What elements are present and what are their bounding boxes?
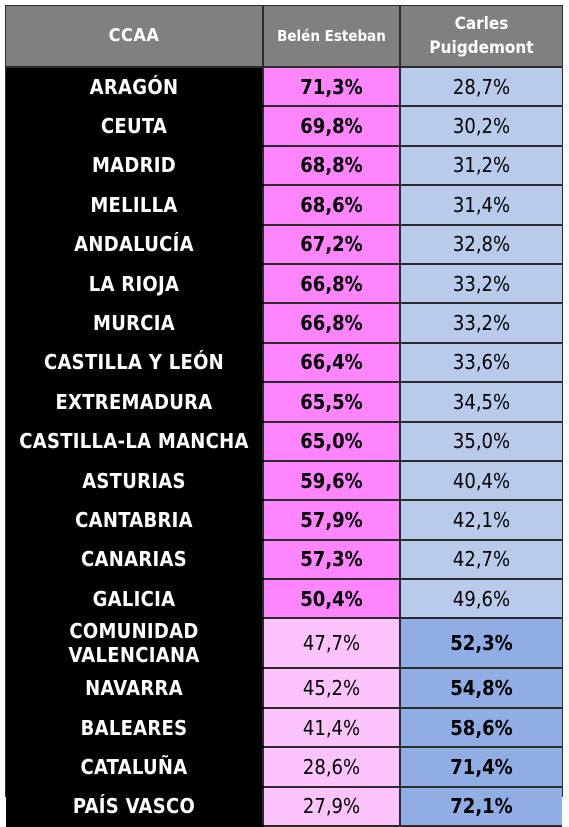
header-carles-text: Carles Puigdemont — [429, 14, 534, 58]
region-cell: PAÍS VASCO — [6, 786, 264, 827]
region-cell: MELILLA — [6, 185, 264, 226]
belen-esteban-cell: 66,4% — [263, 342, 401, 384]
header-carles-puigdemont: Carles Puigdemont — [400, 6, 562, 68]
carles-puigdemont-cell: 31,2% — [400, 145, 562, 187]
table-row: MADRID 68,8% 31,2% — [6, 145, 562, 187]
carles-puigdemont-cell: 33,6% — [400, 342, 562, 384]
belen-esteban-cell: 41,4% — [263, 707, 401, 749]
region-cell: CATALUÑA — [6, 747, 264, 788]
belen-esteban-cell: 68,6% — [263, 185, 401, 226]
carles-puigdemont-cell: 42,1% — [400, 500, 562, 541]
table-row: CEUTA 69,8% 30,2% — [6, 106, 562, 147]
region-cell: MADRID — [6, 145, 264, 187]
carles-puigdemont-cell: 34,5% — [400, 382, 562, 423]
region-cell: CASTILLA-LA MANCHA — [6, 421, 264, 462]
region-cell: NAVARRA — [6, 668, 264, 709]
belen-esteban-cell: 57,3% — [263, 539, 401, 581]
table-row: CATALUÑA 28,6% 71,4% — [6, 747, 562, 788]
region-cell: GALICIA — [6, 579, 264, 620]
region-cell: CANARIAS — [6, 539, 264, 581]
carles-puigdemont-cell: 32,8% — [400, 224, 562, 265]
table-row: MURCIA 66,8% 33,2% — [6, 303, 562, 344]
table-row: ARAGÓN 71,3% 28,7% — [6, 67, 562, 108]
region-cell: EXTREMADURA — [6, 382, 264, 423]
carles-puigdemont-cell: 49,6% — [400, 579, 562, 620]
belen-esteban-cell: 27,9% — [263, 786, 401, 827]
carles-puigdemont-cell: 33,2% — [400, 263, 562, 305]
region-cell: CEUTA — [6, 106, 264, 147]
table-header: CCAA Belén Esteban Carles Puigdemont — [6, 6, 562, 68]
table-row: LA RIOJA 66,8% 33,2% — [6, 263, 562, 305]
belen-esteban-cell: 66,8% — [263, 263, 401, 305]
region-cell: ARAGÓN — [6, 67, 264, 108]
region-cell: COMUNIDAD VALENCIANA — [6, 618, 264, 670]
table-row: MELILLA 68,6% 31,4% — [6, 185, 562, 226]
table-row: CASTILLA-LA MANCHA 65,0% 35,0% — [6, 421, 562, 462]
belen-esteban-cell: 71,3% — [263, 67, 401, 108]
carles-puigdemont-cell: 54,8% — [400, 668, 562, 709]
carles-puigdemont-cell: 30,2% — [400, 106, 562, 147]
belen-esteban-cell: 28,6% — [263, 747, 401, 788]
table-row: ANDALUCÍA 67,2% 32,8% — [6, 224, 562, 265]
table-row: EXTREMADURA 65,5% 34,5% — [6, 382, 562, 423]
region-cell: BALEARES — [6, 707, 264, 749]
belen-esteban-cell: 65,5% — [263, 382, 401, 423]
carles-puigdemont-cell: 52,3% — [400, 618, 562, 670]
carles-puigdemont-cell: 35,0% — [400, 421, 562, 462]
carles-puigdemont-cell: 71,4% — [400, 747, 562, 788]
table-row: COMUNIDAD VALENCIANA 47,7% 52,3% — [6, 618, 562, 670]
carles-puigdemont-cell: 42,7% — [400, 539, 562, 581]
results-table-container: CCAA Belén Esteban Carles Puigdemont ARA… — [5, 5, 563, 827]
table-row: CASTILLA Y LEÓN 66,4% 33,6% — [6, 342, 562, 384]
belen-esteban-cell: 69,8% — [263, 106, 401, 147]
table-row: NAVARRA 45,2% 54,8% — [6, 668, 562, 709]
carles-puigdemont-cell: 72,1% — [400, 786, 562, 827]
region-cell: ASTURIAS — [6, 460, 264, 502]
belen-esteban-cell: 66,8% — [263, 303, 401, 344]
belen-esteban-cell: 45,2% — [263, 668, 401, 709]
carles-puigdemont-cell: 40,4% — [400, 460, 562, 502]
carles-puigdemont-cell: 58,6% — [400, 707, 562, 749]
carles-puigdemont-cell: 33,2% — [400, 303, 562, 344]
header-ccaa: CCAA — [6, 6, 264, 68]
carles-puigdemont-cell: 31,4% — [400, 185, 562, 226]
belen-esteban-cell: 68,8% — [263, 145, 401, 187]
table-row: PAÍS VASCO 27,9% 72,1% — [6, 786, 562, 827]
belen-esteban-cell: 65,0% — [263, 421, 401, 462]
table-body: ARAGÓN 71,3% 28,7% CEUTA 69,8% 30,2% MADRID 68,… — [6, 67, 562, 827]
region-cell: LA RIOJA — [6, 263, 264, 305]
header-belen-esteban: Belén Esteban — [263, 6, 401, 68]
table-row: CANARIAS 57,3% 42,7% — [6, 539, 562, 581]
region-cell: CANTABRIA — [6, 500, 264, 541]
table-row: ASTURIAS 59,6% 40,4% — [6, 460, 562, 502]
table-row: GALICIA 50,4% 49,6% — [6, 579, 562, 620]
header-row: CCAA Belén Esteban Carles Puigdemont — [6, 6, 562, 68]
belen-esteban-cell: 59,6% — [263, 460, 401, 502]
belen-esteban-cell: 67,2% — [263, 224, 401, 265]
belen-esteban-cell: 50,4% — [263, 579, 401, 620]
region-cell: MURCIA — [6, 303, 264, 344]
belen-esteban-cell: 47,7% — [263, 618, 401, 670]
results-table: CCAA Belén Esteban Carles Puigdemont ARA… — [6, 6, 562, 827]
region-cell: CASTILLA Y LEÓN — [6, 342, 264, 384]
carles-puigdemont-cell: 28,7% — [400, 67, 562, 108]
table-row: BALEARES 41,4% 58,6% — [6, 707, 562, 749]
table-row: CANTABRIA 57,9% 42,1% — [6, 500, 562, 541]
region-cell: ANDALUCÍA — [6, 224, 264, 265]
belen-esteban-cell: 57,9% — [263, 500, 401, 541]
